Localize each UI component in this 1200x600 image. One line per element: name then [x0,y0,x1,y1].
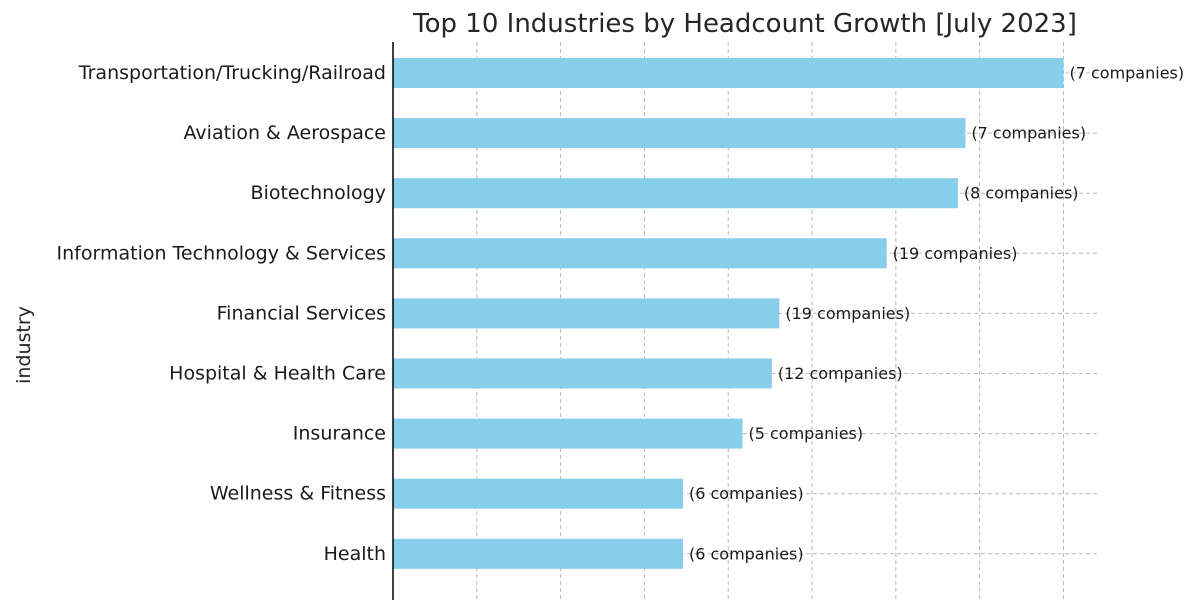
bar [393,118,966,149]
y-tick-label: Transportation/Trucking/Railroad [78,62,386,84]
data-label: (7 companies) [1069,64,1184,83]
bar [393,478,683,509]
y-tick-label: Financial Services [217,302,386,324]
data-labels: (7 companies) (7 companies) (8 companies) (… [689,64,1184,564]
y-tick-label: Health [324,543,386,565]
bar [393,238,887,269]
y-tick-label: Biotechnology [251,182,386,204]
bars [393,58,1064,569]
data-label: (5 companies) [748,424,863,443]
data-label: (6 companies) [689,544,804,563]
data-label: (12 companies) [778,364,903,383]
bar [393,538,683,569]
y-tick-label: Information Technology & Services [57,242,386,264]
y-tick-label: Aviation & Aerospace [184,122,386,144]
bar [393,178,958,209]
data-label: (8 companies) [964,184,1079,203]
bar [393,358,772,389]
y-tick-labels: Transportation/Trucking/Railroad Aviation… [57,62,386,565]
data-label: (7 companies) [971,124,1086,143]
y-axis-label: industry [13,306,35,384]
y-tick-label: Insurance [293,423,386,445]
bar [393,58,1064,88]
y-tick-label: Wellness & Fitness [210,483,386,505]
chart-title: Top 10 Industries by Headcount Growth [J… [412,9,1077,39]
data-label: (19 companies) [893,244,1018,263]
data-label: (19 companies) [785,304,910,323]
bar [393,418,743,449]
y-tick-label: Hospital & Health Care [169,363,386,385]
data-label: (6 companies) [689,484,804,503]
bar [393,298,780,329]
